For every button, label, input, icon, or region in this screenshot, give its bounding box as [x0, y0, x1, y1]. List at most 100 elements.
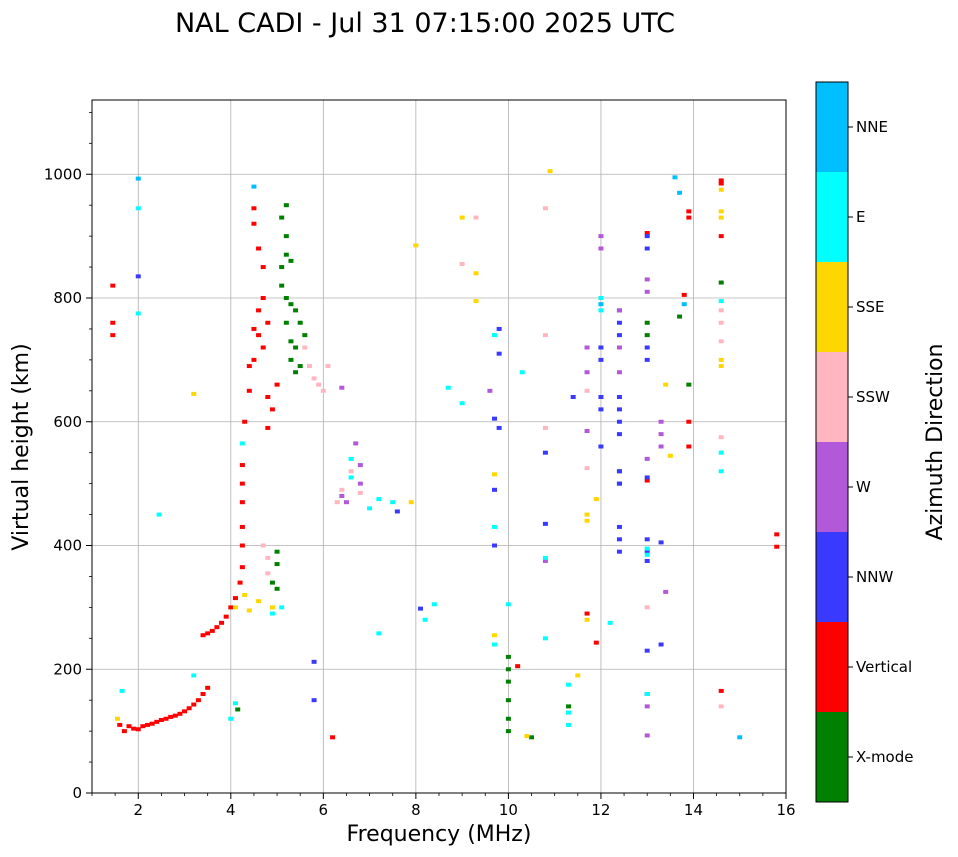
data-point — [246, 364, 252, 369]
data-point — [616, 524, 622, 529]
data-point — [256, 246, 262, 251]
data-point — [182, 709, 188, 714]
data-point — [718, 364, 724, 369]
data-point — [593, 640, 599, 645]
data-point — [718, 357, 724, 362]
colorbar-label: W — [856, 478, 871, 496]
data-point — [269, 605, 275, 610]
colorbar-segment — [816, 532, 848, 622]
x-tick-label: 4 — [226, 801, 236, 819]
colorbar-frame — [815, 81, 849, 803]
data-point — [239, 565, 245, 570]
data-point — [293, 308, 299, 313]
data-point — [279, 215, 285, 220]
data-point — [149, 721, 155, 726]
data-point — [584, 611, 590, 616]
y-tick-label: 600 — [53, 413, 82, 431]
data-point — [293, 345, 299, 350]
data-point — [325, 364, 331, 369]
data-point — [311, 376, 317, 381]
data-point — [718, 339, 724, 344]
data-point — [339, 385, 345, 390]
data-point — [376, 497, 382, 502]
data-point — [492, 333, 498, 338]
data-point — [251, 221, 257, 226]
data-point — [718, 187, 724, 192]
data-point — [232, 701, 238, 706]
series-vertical — [110, 178, 780, 740]
data-point — [135, 176, 141, 181]
data-point — [584, 345, 590, 350]
data-point — [417, 606, 423, 611]
y-tick-label: 0 — [72, 784, 82, 802]
data-point — [251, 184, 257, 189]
data-point — [422, 617, 428, 622]
data-point — [616, 537, 622, 542]
data-point — [686, 382, 692, 387]
colorbar-segment — [816, 82, 848, 172]
data-point — [390, 500, 396, 505]
data-point — [505, 667, 511, 672]
data-point — [394, 509, 400, 514]
data-point — [542, 425, 548, 430]
data-point — [311, 698, 317, 703]
data-point — [200, 633, 206, 638]
data-point — [214, 625, 220, 630]
data-point — [663, 589, 669, 594]
data-point — [718, 181, 724, 186]
y-tick-label: 1000 — [44, 165, 82, 183]
colorbar-label: E — [856, 208, 865, 226]
data-point — [339, 494, 345, 498]
chart-title: NAL CADI - Jul 31 07:15:00 2025 UTC — [175, 8, 675, 39]
data-point — [529, 735, 535, 740]
data-point — [598, 308, 604, 313]
data-point — [584, 429, 590, 434]
data-point — [570, 395, 576, 399]
data-point — [566, 710, 572, 715]
data-point — [542, 558, 548, 563]
data-point — [265, 555, 271, 560]
data-point — [251, 357, 257, 362]
series-sse — [114, 169, 724, 739]
data-point — [718, 215, 724, 220]
data-point — [686, 444, 692, 449]
y-tick-label: 200 — [53, 660, 82, 678]
data-point — [718, 178, 724, 183]
data-point — [542, 521, 548, 526]
data-point — [260, 543, 266, 548]
data-point — [524, 734, 530, 739]
data-point — [279, 605, 285, 610]
data-point — [644, 475, 650, 480]
data-point — [223, 614, 229, 619]
data-point — [644, 333, 650, 338]
data-point — [237, 580, 243, 585]
x-tick-label: 16 — [776, 801, 795, 819]
data-point — [473, 299, 479, 304]
data-point — [658, 540, 664, 545]
data-point — [644, 277, 650, 282]
series-nne — [135, 175, 743, 740]
data-point — [177, 711, 183, 716]
data-point — [718, 704, 724, 709]
data-point — [542, 450, 548, 455]
data-point — [297, 364, 303, 369]
data-point — [492, 642, 498, 647]
data-point — [288, 339, 294, 344]
data-point — [505, 716, 511, 721]
data-point — [681, 302, 687, 307]
colorbar-segment — [816, 262, 848, 352]
data-point — [297, 320, 303, 325]
colorbar-label: Vertical — [856, 658, 912, 676]
data-point — [205, 685, 211, 690]
data-point — [376, 631, 382, 636]
data-point — [616, 395, 622, 399]
data-point — [584, 388, 590, 393]
data-point — [644, 558, 650, 563]
data-point — [172, 713, 178, 718]
data-point — [260, 296, 266, 300]
data-point — [584, 617, 590, 622]
colorbar-segment — [816, 442, 848, 532]
series-e — [119, 206, 724, 727]
data-point — [279, 283, 285, 288]
